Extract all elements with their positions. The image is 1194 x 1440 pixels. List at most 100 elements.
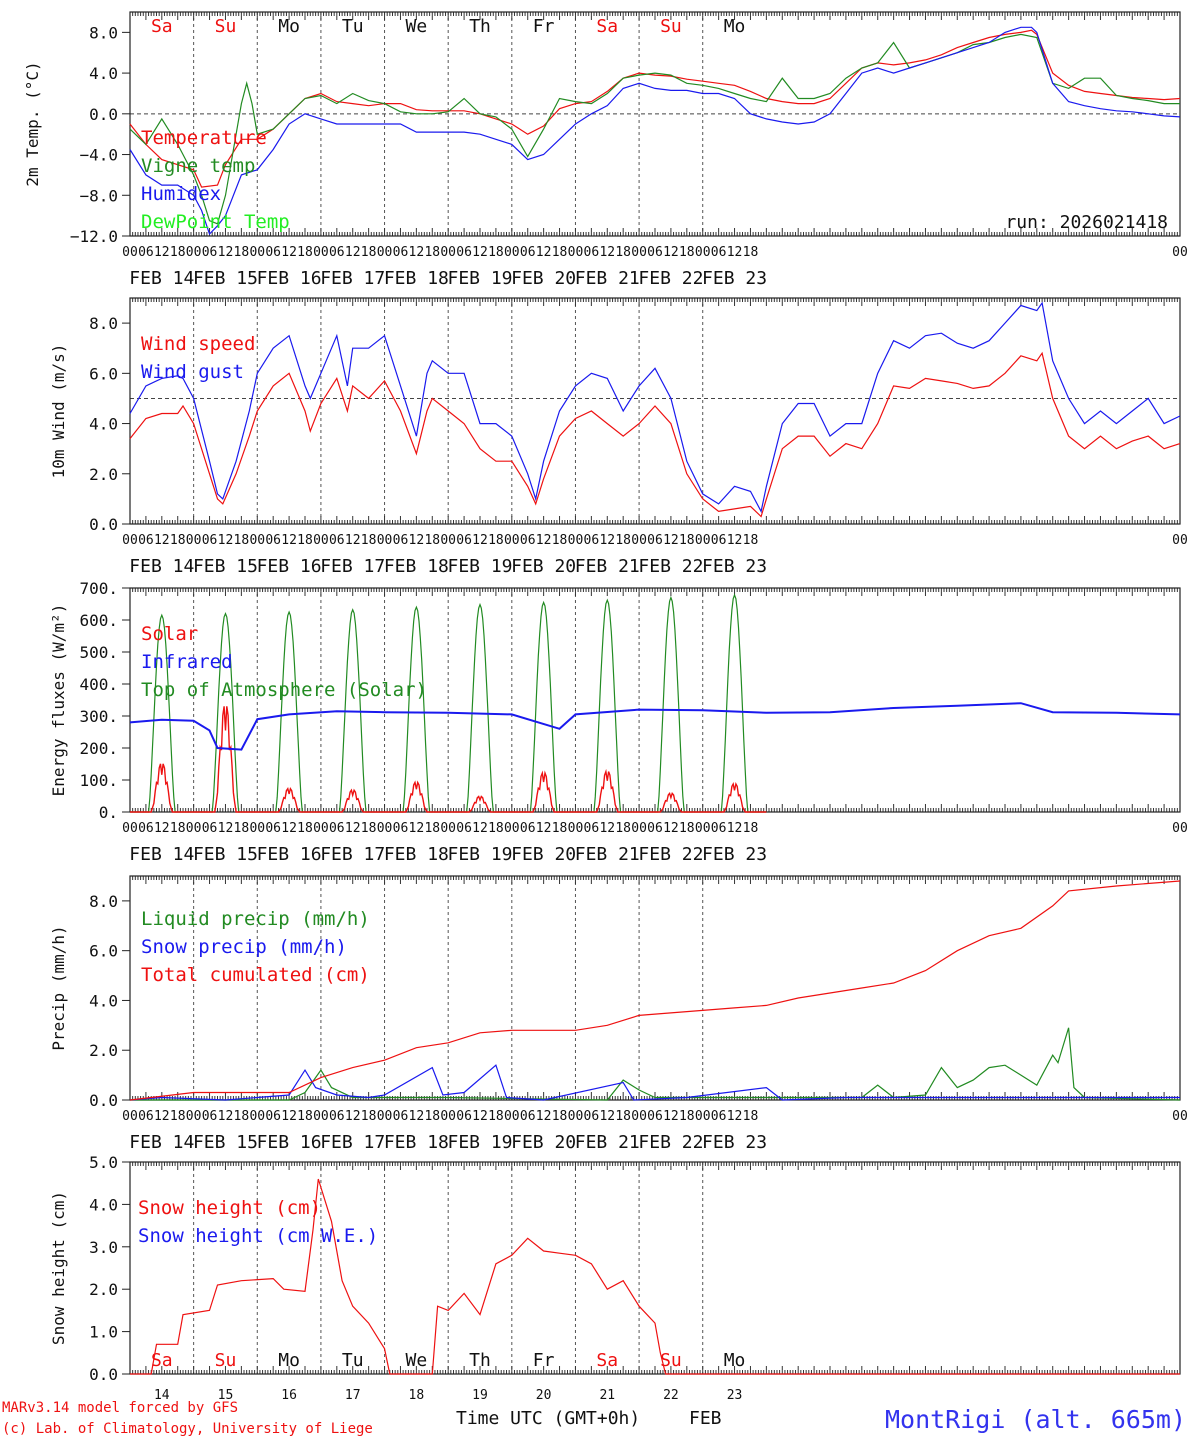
hour-tick-label: 18 xyxy=(743,533,759,548)
hour-tick-label: 00 xyxy=(568,821,584,836)
station-label: MontRigi (alt. 665m) xyxy=(885,1405,1186,1434)
legend-entry: Humidex xyxy=(141,183,221,205)
hour-tick-label: 18 xyxy=(297,533,313,548)
y-axis-title: Snow height (cm) xyxy=(49,1191,68,1345)
hour-tick-label: 12 xyxy=(727,533,743,548)
hour-tick-label: 00 xyxy=(568,245,584,260)
hour-tick-label: 18 xyxy=(234,1109,250,1124)
date-label: FEB 16 xyxy=(257,268,322,289)
hour-tick-label: 12 xyxy=(218,1109,234,1124)
date-number: 14 xyxy=(154,1388,170,1403)
hour-tick-label: 18 xyxy=(297,245,313,260)
series-line-snow-precip xyxy=(129,1064,1180,1101)
hour-tick-label: 00 xyxy=(249,245,265,260)
hour-tick-label: 18 xyxy=(170,1109,186,1124)
date-label: FEB 21 xyxy=(575,268,640,289)
hour-tick-label: 06 xyxy=(393,245,409,260)
hour-tick-label: 00 xyxy=(377,1109,393,1124)
hour-tick-label: 12 xyxy=(727,821,743,836)
hour-tick-label: 00 xyxy=(377,245,393,260)
date-label: FEB 18 xyxy=(384,268,449,289)
y-tick-label: 4.0 xyxy=(89,64,118,83)
date-number: 20 xyxy=(536,1388,552,1403)
hour-tick-label: 12 xyxy=(345,1109,361,1124)
hour-tick-label: 00 xyxy=(122,245,138,260)
day-label: Fr xyxy=(533,16,555,37)
hour-tick-label: 06 xyxy=(393,533,409,548)
hour-tick-label: 18 xyxy=(679,245,695,260)
legend-entry: Temperature xyxy=(141,127,267,149)
hour-tick-label: 06 xyxy=(456,533,472,548)
panel-4: 8.0 6.0 4.0 2.0 0.0 Precip (mm/h) Liquid preci… xyxy=(49,875,1188,1153)
legend-entry: Solar xyxy=(141,623,198,645)
date-number: 22 xyxy=(663,1388,679,1403)
hour-tick-label: 06 xyxy=(647,821,663,836)
date-label: FEB 17 xyxy=(320,1132,385,1153)
legend-entry: Total cumulated (cm) xyxy=(141,964,370,986)
hour-tick-label: 00 xyxy=(122,533,138,548)
day-label: Mo xyxy=(278,1350,300,1371)
y-tick-label: 0. xyxy=(99,803,118,822)
hour-tick-label: 00 xyxy=(249,533,265,548)
hour-tick-label: 06 xyxy=(584,533,600,548)
day-label: We xyxy=(406,1350,428,1371)
hour-tick-label: 12 xyxy=(472,1109,488,1124)
hour-tick-label: 00 xyxy=(1172,533,1188,548)
date-label: FEB 21 xyxy=(575,1132,640,1153)
hour-tick-label: 18 xyxy=(297,1109,313,1124)
date-number: 17 xyxy=(345,1388,361,1403)
hour-tick-label: 18 xyxy=(170,533,186,548)
hour-tick-label: 12 xyxy=(472,533,488,548)
y-tick-label: 500. xyxy=(79,643,118,662)
legend-entry: Top of Atmosphere (Solar) xyxy=(141,679,427,701)
day-label: Tu xyxy=(342,16,364,37)
hour-tick-label: 12 xyxy=(599,533,615,548)
hour-tick-label: 18 xyxy=(743,1109,759,1124)
y-axis-title: Precip (mm/h) xyxy=(49,925,68,1050)
day-label: We xyxy=(406,16,428,37)
date-label: FEB 17 xyxy=(320,556,385,577)
hour-tick-label: 00 xyxy=(1172,1109,1188,1124)
y-axis-title: 2m Temp. (°C) xyxy=(23,61,42,186)
hour-tick-label: 18 xyxy=(361,1109,377,1124)
hour-tick-label: 18 xyxy=(488,245,504,260)
hour-tick-label: 00 xyxy=(1172,821,1188,836)
hour-tick-label: 00 xyxy=(122,821,138,836)
hour-tick-label: 12 xyxy=(281,533,297,548)
hour-tick-label: 00 xyxy=(377,533,393,548)
date-label: FEB 21 xyxy=(575,844,640,865)
y-tick-label: 0.0 xyxy=(89,1365,118,1384)
plot-frame xyxy=(129,875,1181,1101)
hour-tick-label: 00 xyxy=(695,245,711,260)
date-label: FEB 16 xyxy=(257,556,322,577)
day-label: Su xyxy=(660,16,682,37)
date-label: FEB 22 xyxy=(638,268,703,289)
date-label: FEB 14 xyxy=(129,844,194,865)
date-label: FEB 23 xyxy=(702,268,767,289)
hour-tick-label: 06 xyxy=(329,1109,345,1124)
hour-tick-label: 18 xyxy=(552,245,568,260)
y-tick-label: 400. xyxy=(79,675,118,694)
date-label: FEB 15 xyxy=(193,844,258,865)
hour-tick-label: 12 xyxy=(599,821,615,836)
y-tick-label: 5.0 xyxy=(89,1153,118,1172)
day-label: Su xyxy=(215,16,237,37)
series-line-infrared xyxy=(129,702,1181,751)
hour-tick-label: 00 xyxy=(504,245,520,260)
hour-tick-label: 00 xyxy=(186,1109,202,1124)
date-label: FEB 20 xyxy=(511,1132,576,1153)
hour-tick-label: 00 xyxy=(186,245,202,260)
hour-tick-label: 06 xyxy=(711,1109,727,1124)
hour-tick-label: 06 xyxy=(329,245,345,260)
day-label: Sa xyxy=(151,1350,173,1371)
date-number: 19 xyxy=(472,1388,488,1403)
plot-frame xyxy=(129,11,1181,237)
day-label: Th xyxy=(469,1350,491,1371)
date-label: FEB 14 xyxy=(129,556,194,577)
hour-tick-label: 00 xyxy=(631,821,647,836)
hour-tick-label: 12 xyxy=(409,821,425,836)
hour-tick-label: 00 xyxy=(695,821,711,836)
hour-tick-label: 00 xyxy=(313,1109,329,1124)
hour-tick-label: 18 xyxy=(615,533,631,548)
plot-frame xyxy=(129,297,1181,525)
